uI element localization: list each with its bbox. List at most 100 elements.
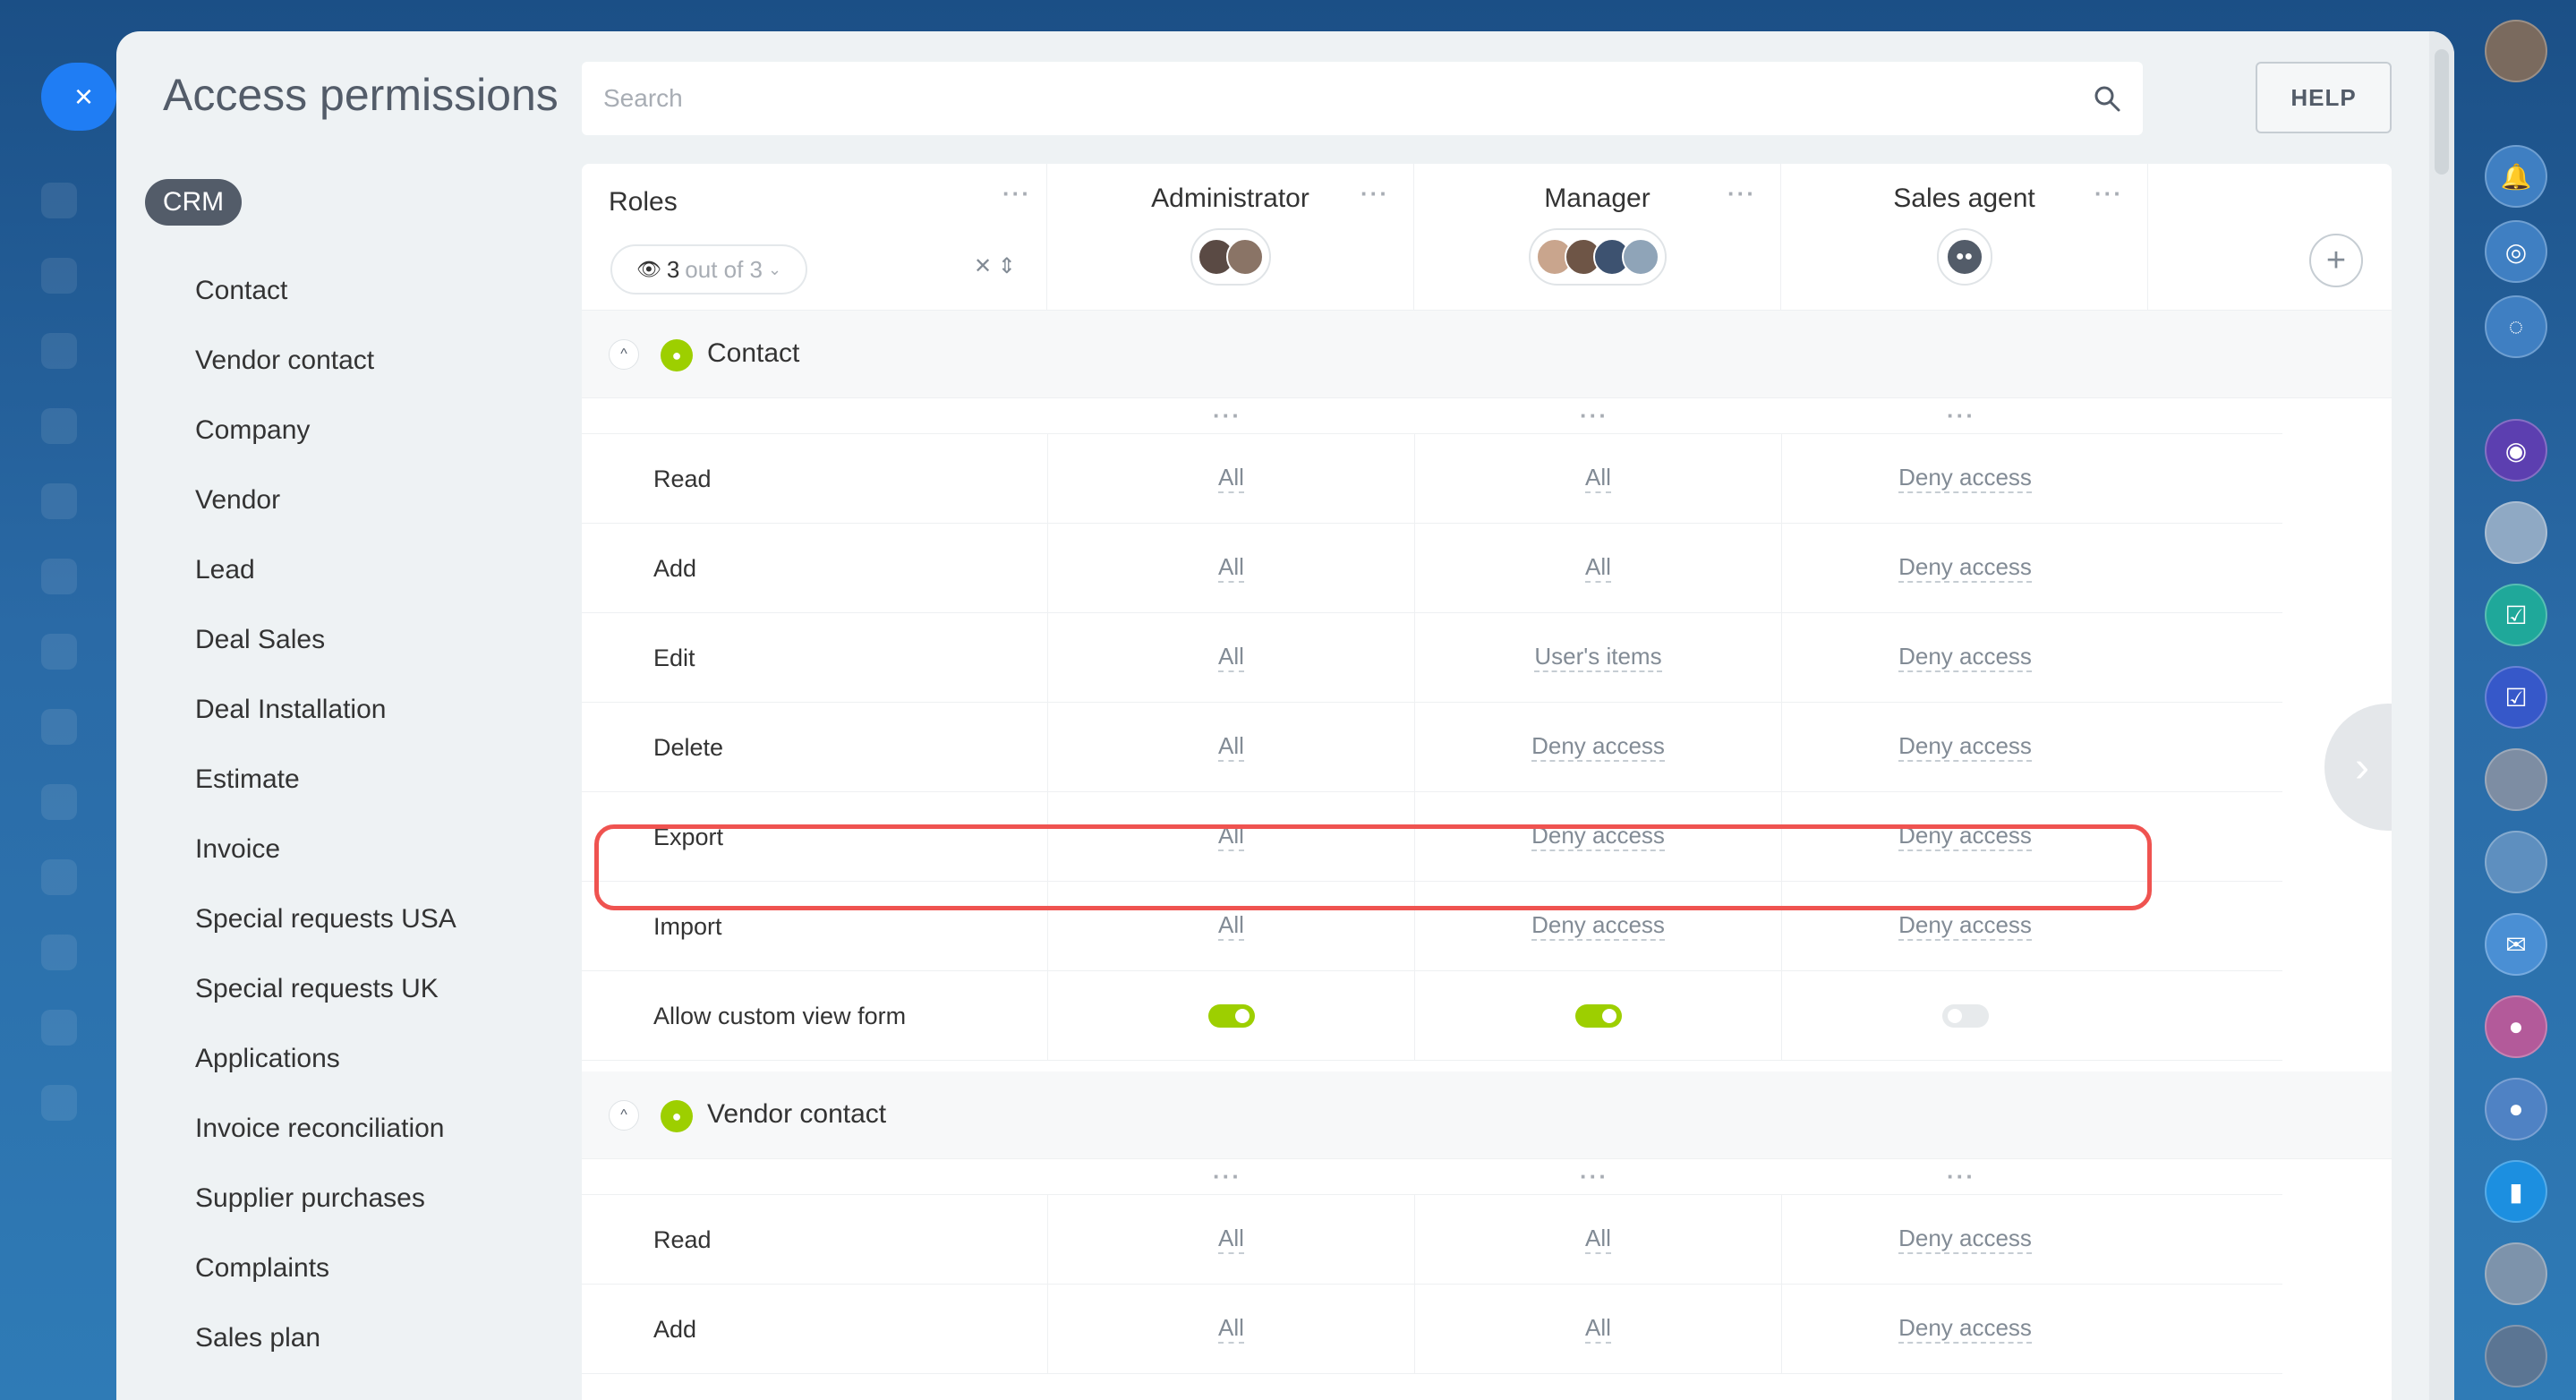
role-members-avatars[interactable] — [1528, 228, 1667, 286]
chevron-up-icon[interactable]: ^ — [609, 1100, 639, 1131]
column-more-icon[interactable]: ··· — [2094, 180, 2123, 207]
column-manager: Manager ··· — [1414, 164, 1781, 311]
table-row: Read All All Deny access — [582, 434, 2282, 524]
permission-value[interactable]: Deny access — [1898, 911, 2032, 941]
sidebar-group-crm[interactable]: CRM — [145, 179, 242, 226]
collapse-expand-icon[interactable]: ✕ ⇕ — [974, 254, 1016, 278]
permission-value[interactable]: Deny access — [1898, 643, 2032, 672]
permission-value[interactable]: All — [1218, 643, 1244, 672]
column-actions-icon[interactable]: ··· — [1213, 402, 1241, 429]
sidebar-item-vendor-contact[interactable]: Vendor contact — [195, 346, 375, 375]
permission-value[interactable]: Deny access — [1898, 732, 2032, 762]
permission-value[interactable]: Deny access — [1531, 732, 1665, 762]
page-title: Access permissions — [163, 70, 559, 120]
avatar[interactable] — [2485, 1325, 2547, 1387]
permission-value[interactable]: All — [1585, 553, 1611, 583]
permission-value[interactable]: All — [1218, 822, 1244, 851]
panel-scrollbar[interactable] — [2429, 31, 2454, 1400]
table-row: Delete All Deny access Deny access — [582, 703, 2282, 792]
scrollbar-thumb[interactable] — [2435, 49, 2449, 175]
row-label: Read — [653, 465, 712, 492]
custom-view-toggle[interactable] — [1207, 1003, 1255, 1028]
sidebar-item-applications[interactable]: Applications — [195, 1044, 340, 1073]
sidebar-item-contact[interactable]: Contact — [195, 276, 288, 305]
sidebar-item-complaints[interactable]: Complaints — [195, 1253, 330, 1283]
permission-value[interactable]: Deny access — [1898, 1314, 2032, 1344]
role-members-avatars[interactable]: ●● — [1936, 228, 1992, 286]
bookmark-icon[interactable]: ▮ — [2485, 1160, 2547, 1223]
column-more-icon[interactable]: ··· — [1727, 180, 1756, 207]
column-name: Manager — [1544, 184, 1651, 213]
group-icon: ●● — [1945, 238, 1983, 276]
group-chat-icon[interactable]: ● — [2485, 1078, 2547, 1140]
chevron-up-icon[interactable]: ^ — [609, 339, 639, 370]
sidebar-item-estimate[interactable]: Estimate — [195, 764, 300, 794]
avatar[interactable] — [2485, 1242, 2547, 1305]
roles-visibility-selector[interactable]: 👁 3 out of 3 ⌄ — [610, 244, 807, 295]
sidebar-item-deal-sales[interactable]: Deal Sales — [195, 625, 326, 654]
right-toolbar: 🔔 ◎ ◌ ◉ ☑ ☑ ✉ ● ● ▮ — [2454, 0, 2576, 1400]
scroll-right-button[interactable]: › — [2324, 704, 2392, 831]
permission-value[interactable]: All — [1218, 732, 1244, 762]
column-actions-icon[interactable]: ··· — [1213, 1163, 1241, 1190]
sidebar-item-vendor[interactable]: Vendor — [195, 485, 281, 515]
avatar[interactable] — [2485, 501, 2547, 564]
column-more-icon[interactable]: ··· — [1361, 180, 1389, 207]
sidebar-item-special-requests-uk[interactable]: Special requests UK — [195, 974, 439, 1003]
permission-value[interactable]: Deny access — [1531, 911, 1665, 941]
target-icon[interactable]: ◎ — [2485, 220, 2547, 283]
permission-value[interactable]: All — [1218, 1314, 1244, 1344]
help-button[interactable]: HELP — [2256, 62, 2392, 133]
task-icon[interactable]: ☑ — [2485, 666, 2547, 729]
permissions-table: Roles ··· 👁 3 out of 3 ⌄ ✕ ⇕ Administrat… — [582, 164, 2392, 1400]
column-actions-icon[interactable]: ··· — [1947, 402, 1975, 429]
sidebar-item-supplier-purchases[interactable]: Supplier purchases — [195, 1183, 425, 1213]
custom-view-toggle[interactable] — [1574, 1003, 1622, 1028]
avatar[interactable] — [2485, 748, 2547, 811]
table-row: Add All All Deny access — [582, 1285, 2282, 1374]
permission-value[interactable]: All — [1218, 553, 1244, 583]
mail-icon[interactable]: ✉ — [2485, 913, 2547, 976]
row-label: Export — [653, 824, 724, 850]
permission-value[interactable]: All — [1585, 464, 1611, 493]
permission-value[interactable]: User's items — [1534, 643, 1662, 672]
close-button[interactable]: × — [41, 63, 116, 131]
sidebar-item-lead[interactable]: Lead — [195, 555, 255, 585]
avatar — [1621, 238, 1659, 276]
permission-value[interactable]: All — [1585, 1314, 1611, 1344]
avatar[interactable] — [2485, 831, 2547, 893]
permission-value[interactable]: Deny access — [1898, 464, 2032, 493]
sidebar-item-sales-plan[interactable]: Sales plan — [195, 1323, 321, 1353]
permission-value[interactable]: All — [1218, 464, 1244, 493]
group-chat-icon[interactable]: ● — [2485, 995, 2547, 1058]
permission-value[interactable]: Deny access — [1898, 553, 2032, 583]
user-avatar[interactable] — [2485, 20, 2547, 82]
section-title: Contact — [707, 338, 800, 368]
bell-icon[interactable]: 🔔 — [2485, 145, 2547, 208]
permission-value[interactable]: All — [1218, 911, 1244, 941]
search-icon[interactable] — [2093, 84, 2121, 113]
permission-value[interactable]: Deny access — [1898, 1225, 2032, 1254]
role-members-avatars[interactable] — [1190, 228, 1271, 286]
permission-value[interactable]: All — [1585, 1225, 1611, 1254]
sidebar-item-invoice[interactable]: Invoice — [195, 834, 281, 864]
sidebar-item-invoice-reconciliation[interactable]: Invoice reconciliation — [195, 1114, 445, 1143]
permission-value[interactable]: Deny access — [1898, 822, 2032, 851]
permission-value[interactable]: All — [1218, 1225, 1244, 1254]
column-actions-icon[interactable]: ··· — [1947, 1163, 1975, 1190]
sidebar-menu: Contact Vendor contact Company Vendor Le… — [195, 275, 456, 1392]
chat-search-icon[interactable]: ◌ — [2485, 295, 2547, 358]
permission-value[interactable]: Deny access — [1531, 822, 1665, 851]
assistant-icon[interactable]: ◉ — [2485, 419, 2547, 482]
add-role-button[interactable]: + — [2309, 234, 2363, 287]
task-icon[interactable]: ☑ — [2485, 584, 2547, 646]
sidebar-item-company[interactable]: Company — [195, 415, 311, 445]
column-actions-icon[interactable]: ··· — [1580, 402, 1608, 429]
sidebar-item-deal-installation[interactable]: Deal Installation — [195, 695, 387, 724]
roles-more-icon[interactable]: ··· — [1002, 180, 1031, 207]
custom-view-toggle[interactable] — [1941, 1003, 1989, 1028]
roles-label: Roles — [609, 187, 678, 217]
column-actions-icon[interactable]: ··· — [1580, 1163, 1608, 1190]
search-input[interactable]: Search — [582, 62, 2143, 135]
sidebar-item-special-requests-usa[interactable]: Special requests USA — [195, 904, 456, 934]
